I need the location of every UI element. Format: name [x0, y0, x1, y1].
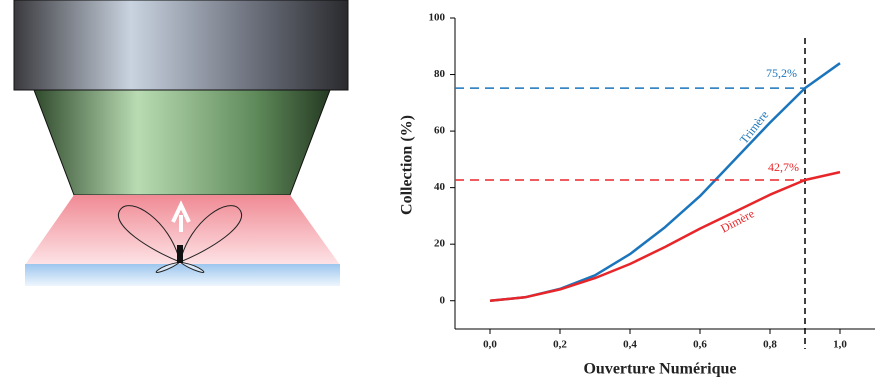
objective-body [13, 0, 349, 91]
x-tick-label: 1,0 [833, 339, 847, 351]
line-series [489, 62, 841, 302]
y-tick-label: 20 [434, 238, 446, 250]
x-tick-label: 0,4 [623, 339, 637, 351]
value-label: 42,7% [768, 160, 799, 174]
y-tick-label: 0 [440, 294, 446, 306]
y-tick-label: 60 [434, 125, 446, 137]
x-axis-title: Ouverture Numérique [583, 361, 736, 378]
value-label: 75,2% [766, 66, 797, 80]
arrow [171, 200, 191, 232]
x-tick-label: 0,8 [763, 339, 777, 351]
y-tick-label: 100 [429, 12, 446, 24]
objective-lens [33, 89, 331, 196]
emitter [177, 245, 183, 263]
x-tick-label: 0,0 [483, 339, 497, 351]
illustration [13, 0, 349, 286]
x-tick-label: 0,2 [553, 339, 567, 351]
y-tick-label: 40 [434, 181, 446, 193]
y-tick-label: 80 [434, 68, 446, 80]
y-axis-title: Collection (%) [399, 115, 416, 215]
x-tick-label: 0,6 [693, 339, 707, 351]
substrate [25, 264, 340, 286]
line-series [489, 170, 841, 302]
